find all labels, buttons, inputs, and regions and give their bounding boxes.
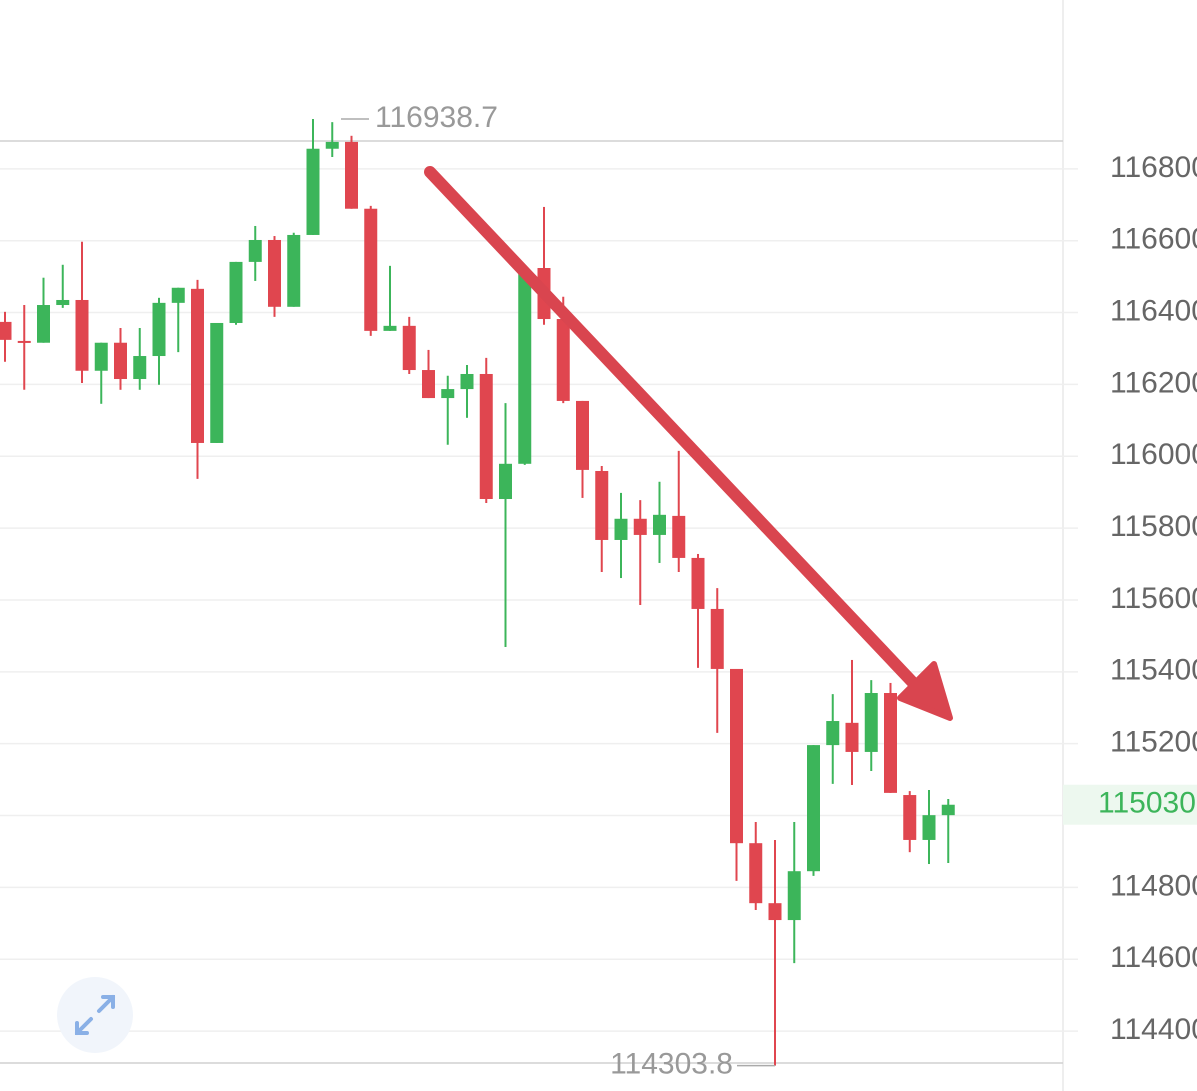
- candle-body: [364, 208, 378, 331]
- candle-body: [576, 400, 589, 470]
- candle-body: [191, 288, 204, 443]
- candle-body: [94, 342, 108, 371]
- y-tick-label: 116000: [1110, 438, 1197, 471]
- y-tick-label: 116400: [1110, 294, 1197, 327]
- candle-body: [210, 322, 224, 443]
- last-price-bg: [1063, 784, 1197, 825]
- candle-body: [941, 804, 955, 816]
- candle-body: [672, 515, 686, 558]
- candle-body: [845, 722, 859, 752]
- candle-body: [325, 141, 339, 149]
- y-tick-label: 114400: [1110, 1013, 1197, 1046]
- candle-body: [133, 356, 147, 380]
- candle-body: [460, 373, 474, 390]
- candle-body: [287, 234, 301, 307]
- y-tick-label: 115200: [1110, 726, 1197, 759]
- last-price: 115030: [1098, 787, 1196, 820]
- candle-body: [710, 608, 724, 669]
- candle-body: [826, 721, 840, 746]
- candle-body: [0, 321, 12, 340]
- candle-body: [807, 745, 820, 872]
- candle-body: [402, 325, 416, 371]
- candle-body: [152, 302, 166, 357]
- candle-body: [787, 871, 801, 921]
- candle-body: [614, 518, 628, 540]
- max-label: 116938.7: [375, 101, 498, 134]
- candle-body: [114, 342, 127, 380]
- y-tick-label: 114600: [1110, 941, 1197, 974]
- y-tick-label: 115400: [1110, 654, 1197, 687]
- candle-body: [75, 299, 89, 371]
- candle-body: [518, 270, 532, 464]
- candle-body: [56, 299, 70, 306]
- candle-body: [479, 373, 493, 500]
- trend-arrow: [424, 166, 953, 721]
- candle-body: [229, 261, 243, 323]
- labels: 1144001146001148001150001152001154001156…: [341, 101, 1197, 1081]
- fullscreen-button[interactable]: [57, 977, 133, 1053]
- candle-body: [922, 815, 936, 840]
- candle-body: [306, 148, 320, 235]
- candle-body: [441, 389, 455, 399]
- candle-body: [749, 843, 763, 904]
- candle-body: [422, 370, 435, 399]
- candle-body: [268, 239, 281, 307]
- y-tick-label: 114800: [1110, 869, 1197, 902]
- candles: [0, 119, 955, 1066]
- y-tick-label: 115600: [1110, 582, 1197, 615]
- candle-body: [653, 514, 666, 535]
- candle-body: [884, 693, 897, 793]
- min-label: 114303.8: [610, 1048, 733, 1081]
- candle-body: [17, 340, 31, 343]
- candle-body: [556, 319, 570, 401]
- candle-body: [595, 470, 609, 540]
- y-tick-label: 116600: [1110, 223, 1197, 256]
- candle-body: [864, 693, 878, 752]
- y-tick-label: 115800: [1110, 510, 1197, 543]
- candle-body: [383, 325, 397, 331]
- candle-body: [248, 239, 262, 262]
- candle-body: [768, 903, 782, 921]
- candle-body: [730, 668, 743, 844]
- y-tick-label: 116200: [1110, 366, 1197, 399]
- y-tick-label: 116800: [1110, 151, 1197, 184]
- candle-body: [499, 463, 512, 500]
- candle-body: [345, 141, 358, 209]
- candle-body: [37, 305, 50, 343]
- candle-body: [903, 795, 917, 840]
- candle-body: [633, 518, 647, 535]
- candle-body: [171, 287, 185, 303]
- candle-body: [691, 557, 705, 609]
